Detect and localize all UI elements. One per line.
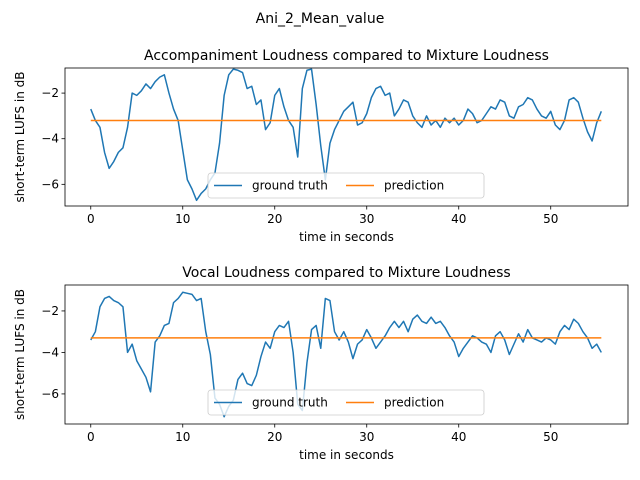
- y-tick-label: −2: [41, 304, 59, 318]
- y-axis-label: short-term LUFS in dB: [13, 289, 27, 420]
- legend-label: ground truth: [252, 396, 328, 410]
- axes-frame: [64, 67, 629, 207]
- series-line-ground-truth: [90, 291, 602, 418]
- plot-title: Accompaniment Loudness compared to Mixtu…: [144, 48, 549, 64]
- accompaniment-plot: Accompaniment Loudness compared to Mixtu…: [13, 48, 629, 244]
- series-group: [90, 291, 602, 418]
- figure-suptitle: Ani_2_Mean_value: [256, 11, 385, 27]
- x-axis-label: time in seconds: [299, 230, 394, 244]
- y-tick-label: −6: [41, 387, 59, 401]
- vocal-plot: Vocal Loudness compared to Mixture Loudn…: [13, 265, 629, 462]
- legend: ground truth prediction: [207, 389, 485, 416]
- plot-title: Vocal Loudness compared to Mixture Loudn…: [182, 265, 510, 281]
- y-axis-label: short-term LUFS in dB: [13, 71, 27, 202]
- x-tick-label: 30: [359, 430, 374, 444]
- x-tick-label: 50: [543, 430, 558, 444]
- x-axis-label: time in seconds: [299, 448, 394, 462]
- series-line-ground-truth: [90, 68, 603, 202]
- x-tick-label: 40: [451, 212, 466, 226]
- y-tick-label: −2: [41, 86, 59, 100]
- x-tick-label: 10: [175, 430, 190, 444]
- legend-label: prediction: [384, 396, 444, 410]
- x-tick-label: 0: [87, 430, 95, 444]
- x-tick-label: 50: [543, 212, 558, 226]
- x-tick-label: 20: [267, 430, 282, 444]
- legend: ground truth prediction: [207, 172, 485, 199]
- x-tick-label: 20: [267, 212, 282, 226]
- y-tick-label: −6: [41, 177, 59, 191]
- legend-label: ground truth: [252, 179, 328, 193]
- x-tick-label: 0: [87, 212, 95, 226]
- x-tick-label: 10: [175, 212, 190, 226]
- x-tick-label: 40: [451, 430, 466, 444]
- series-group: [90, 68, 603, 202]
- x-tick-label: 30: [359, 212, 374, 226]
- y-tick-label: −4: [41, 345, 59, 359]
- legend-label: prediction: [384, 179, 444, 193]
- axes-frame: [64, 284, 629, 425]
- y-tick-label: −4: [41, 132, 59, 146]
